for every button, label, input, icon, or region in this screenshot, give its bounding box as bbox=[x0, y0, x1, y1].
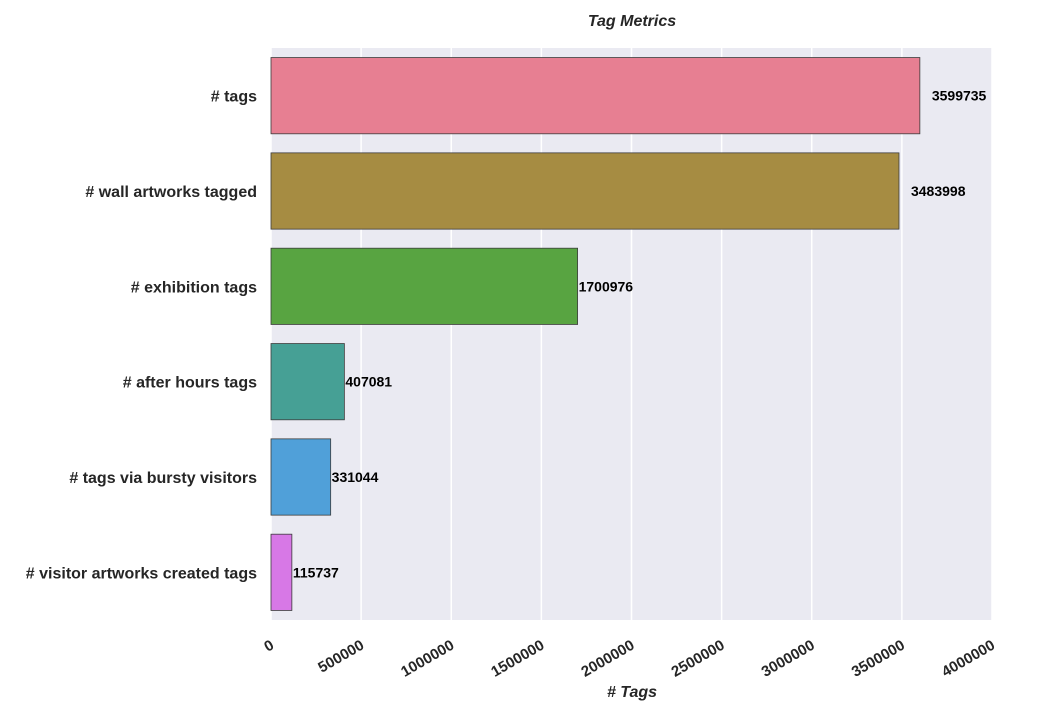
bars bbox=[270, 57, 921, 611]
value-label: 3599735 bbox=[932, 88, 987, 104]
value-label: 115737 bbox=[293, 564, 339, 580]
x-tick-label: 2500000 bbox=[669, 637, 728, 681]
bar bbox=[270, 533, 293, 611]
bar bbox=[270, 438, 332, 516]
category-label: # visitor artworks created tags bbox=[26, 565, 257, 582]
category-labels: # tags # wall artworks tagged # exhibition… bbox=[26, 89, 257, 583]
bar bbox=[270, 57, 921, 135]
category-label: # after hours tags bbox=[123, 375, 257, 392]
bar bbox=[270, 247, 579, 325]
x-tick-labels: 0 500000 1000000 1500000 2000000 2500000 30000… bbox=[261, 637, 998, 681]
value-label: 407081 bbox=[345, 374, 392, 390]
grid-lines bbox=[270, 48, 993, 620]
chart-title: Tag Metrics bbox=[588, 13, 676, 30]
value-label: 331044 bbox=[332, 469, 379, 485]
category-label: # tags bbox=[211, 89, 257, 106]
bar bbox=[270, 343, 345, 421]
x-tick-label: 2000000 bbox=[578, 637, 637, 681]
category-label: # exhibition tags bbox=[131, 279, 257, 296]
x-tick-label: 3500000 bbox=[849, 637, 908, 681]
x-tick-label: 500000 bbox=[315, 637, 367, 677]
bar bbox=[270, 152, 900, 230]
value-label: 3483998 bbox=[911, 183, 966, 199]
x-tick-label: 1500000 bbox=[488, 637, 547, 681]
x-tick-label: 1000000 bbox=[398, 637, 457, 681]
x-tick-label: 4000000 bbox=[939, 637, 998, 681]
category-label: # tags via bursty visitors bbox=[69, 470, 257, 487]
value-labels: 3599735 3483998 1700976 407081 331044 115737 bbox=[293, 88, 987, 581]
x-tick-label: 3000000 bbox=[759, 637, 818, 681]
x-tick-label: 0 bbox=[261, 637, 277, 656]
x-axis-label: # Tags bbox=[607, 684, 657, 701]
value-label: 1700976 bbox=[579, 278, 634, 294]
category-label: # wall artworks tagged bbox=[85, 184, 257, 201]
